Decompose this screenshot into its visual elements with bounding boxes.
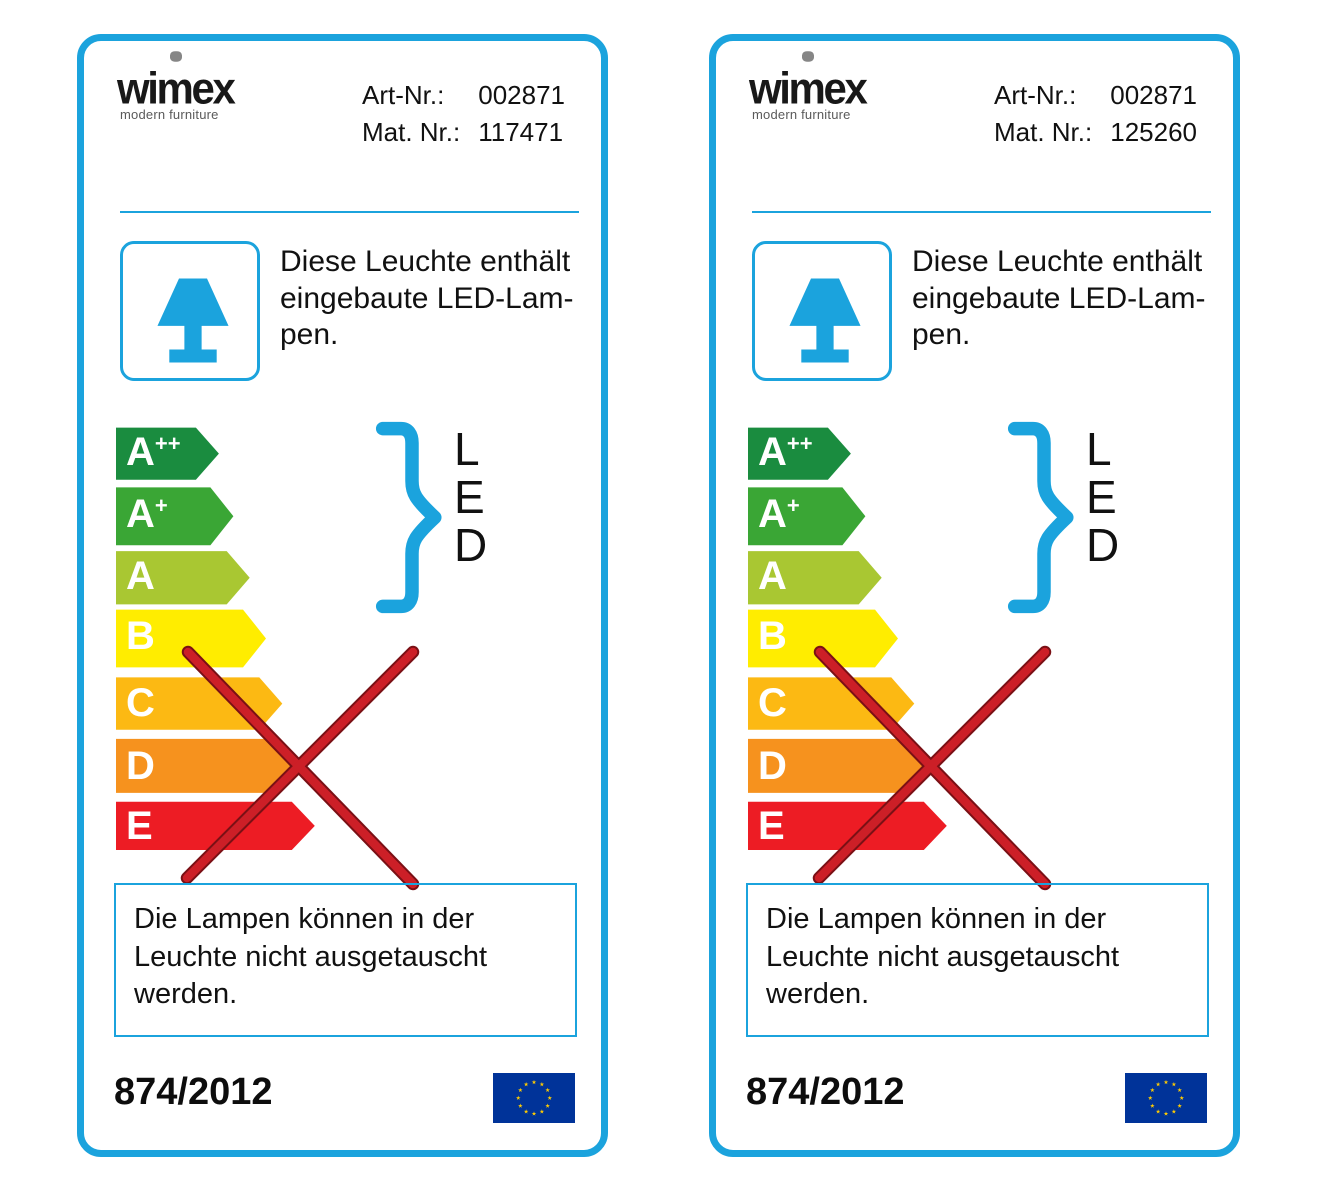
svg-text:L: L [1086, 423, 1112, 475]
svg-text:A: A [126, 554, 155, 598]
svg-text:D: D [1086, 519, 1119, 571]
svg-text:E: E [1086, 471, 1117, 523]
svg-text:D: D [454, 519, 487, 571]
svg-text:E: E [454, 471, 485, 523]
svg-text:A: A [758, 554, 787, 598]
svg-text:C: C [758, 681, 787, 725]
svg-text:B: B [758, 614, 787, 658]
svg-text:B: B [126, 614, 155, 658]
svg-text:E: E [126, 804, 153, 848]
svg-text:C: C [126, 681, 155, 725]
svg-text:D: D [126, 744, 155, 788]
svg-text:L: L [454, 423, 480, 475]
svg-text:D: D [758, 744, 787, 788]
svg-text:E: E [758, 804, 785, 848]
